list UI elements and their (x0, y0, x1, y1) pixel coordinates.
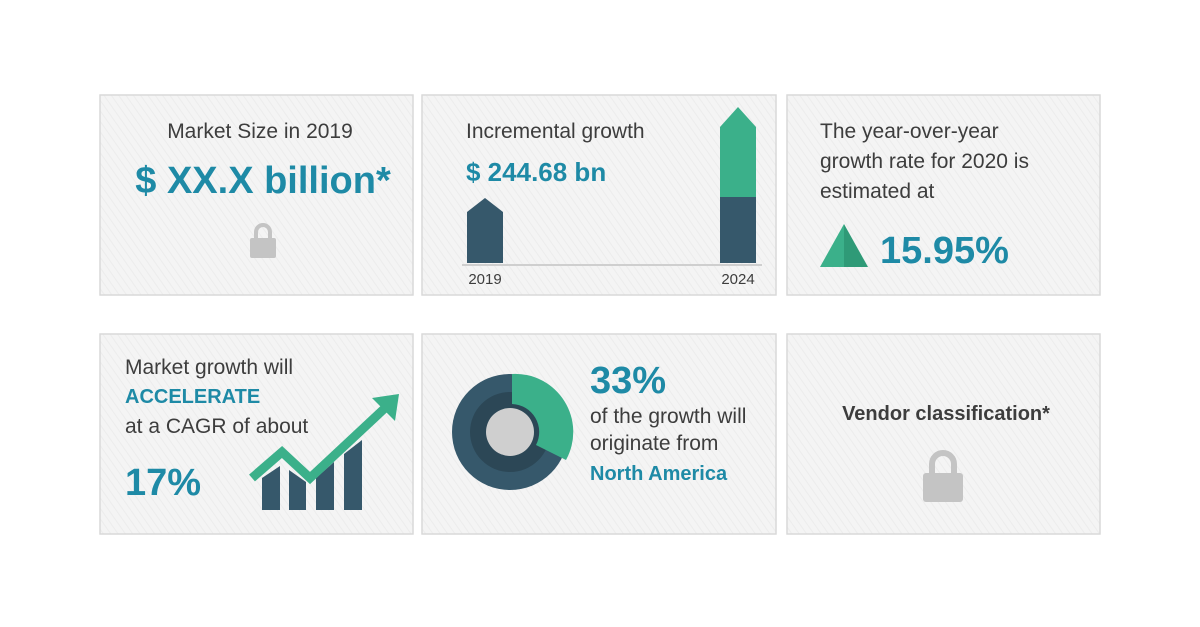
card-emphasis: ACCELERATE (125, 386, 260, 408)
card-text: The year-over-year (820, 120, 999, 143)
card-text: originate from (590, 432, 718, 455)
card-label: Market Size in 2019 (167, 120, 353, 143)
card-text: at a CAGR of about (125, 415, 308, 438)
bar-icon (467, 198, 503, 263)
card-label: Incremental growth (466, 120, 645, 143)
card-value: 15.95% (880, 230, 1009, 272)
lock-icon (250, 223, 276, 258)
growth-icon (249, 394, 399, 510)
axis-label: 2019 (468, 271, 501, 288)
card-value: 33% (590, 360, 666, 402)
card (786, 333, 1101, 535)
card-text: Market growth will (125, 356, 293, 379)
bar-icon (720, 107, 756, 197)
card-value: 17% (125, 462, 201, 504)
bar-icon (720, 197, 756, 263)
card-emphasis: North America (590, 463, 728, 485)
donut-icon (452, 373, 574, 490)
card-text: of the growth will (590, 405, 746, 428)
card-value: $ 244.68 bn (466, 157, 606, 187)
card-text: estimated at (820, 180, 935, 203)
lock-icon (923, 450, 963, 502)
card-value: $ XX.X billion* (135, 160, 391, 202)
triangle-icon (820, 224, 868, 267)
card-text: growth rate for 2020 is (820, 150, 1029, 173)
card (99, 94, 414, 296)
card-label: Vendor classification* (842, 403, 1050, 425)
axis-label: 2024 (721, 271, 754, 288)
